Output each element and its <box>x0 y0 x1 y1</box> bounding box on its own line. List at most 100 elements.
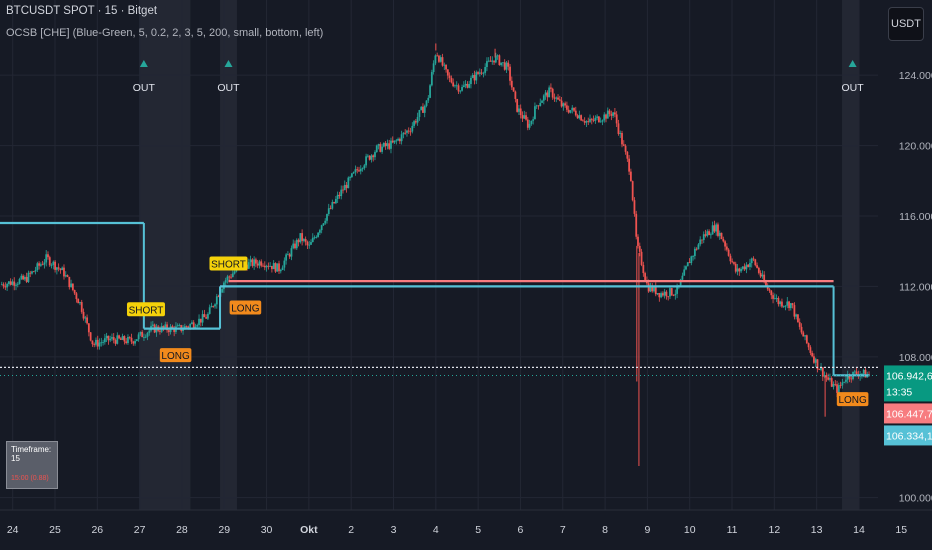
candle-body-408 <box>725 246 728 250</box>
candle-body-315 <box>560 100 563 107</box>
signal-label-box-4[interactable] <box>836 392 869 407</box>
candle-body-278 <box>494 55 497 63</box>
candle-body-115 <box>205 317 208 319</box>
candle-body-42 <box>75 293 78 300</box>
candle-body-200 <box>356 169 359 171</box>
x-tick-5: 29 <box>218 524 230 536</box>
candle-body-112 <box>199 318 202 323</box>
x-tick-14: 8 <box>602 524 608 536</box>
candle-body-319 <box>567 109 570 113</box>
candle-body-442 <box>786 301 789 306</box>
candle-body-274 <box>487 60 490 62</box>
candle-body-281 <box>500 62 503 66</box>
candle-body-212 <box>377 144 380 146</box>
candle-body-300 <box>534 106 536 120</box>
candle-body-400 <box>711 225 714 235</box>
candle-body-178 <box>317 232 320 237</box>
chart-title[interactable]: BTCUSDT SPOT · 15 · Bitget <box>6 5 158 17</box>
y-tick-0: 124.000,00 <box>899 70 932 82</box>
candle-body-445 <box>791 303 794 306</box>
candle-body-453 <box>805 335 808 344</box>
candle-body-297 <box>528 123 531 128</box>
candle-body-247 <box>439 57 442 62</box>
price-badge-1 <box>884 403 932 424</box>
candle-body-391 <box>695 248 698 250</box>
x-tick-19: 13 <box>811 524 823 536</box>
candle-body-71 <box>127 336 129 344</box>
candle-body-1 <box>2 284 5 287</box>
candle-body-63 <box>112 337 115 341</box>
candle-body-80 <box>143 336 145 338</box>
candle-body-231 <box>411 125 414 132</box>
candle-body-113 <box>201 314 204 323</box>
candle-body-54 <box>96 339 99 347</box>
signal-label-box-3[interactable] <box>229 300 262 315</box>
candle-body-44 <box>79 302 81 304</box>
candle-body-272 <box>484 67 487 73</box>
candle-body-67 <box>119 338 122 340</box>
candle-body-323 <box>574 110 577 116</box>
candle-body-7 <box>13 281 16 286</box>
candle-body-127 <box>226 276 229 281</box>
signal-label-box-0[interactable] <box>126 302 165 317</box>
x-tick-10: 4 <box>433 524 439 536</box>
candle-body-288 <box>512 87 515 92</box>
candle-body-423 <box>752 258 755 260</box>
ocsb-box-lines <box>0 221 878 377</box>
candle-body-8 <box>15 284 17 286</box>
signal-label-4[interactable]: LONG <box>838 395 867 406</box>
candle-body-367 <box>653 286 655 292</box>
candle-body-96 <box>171 326 174 328</box>
candle-body-351 <box>624 145 627 152</box>
candle-body-201 <box>358 170 360 172</box>
signal-label-2[interactable]: SHORT <box>211 260 246 271</box>
currency-button[interactable]: USDT <box>888 7 924 41</box>
candle-body-187 <box>333 202 336 204</box>
candle-body-179 <box>318 230 321 233</box>
out-label-1: OUT <box>217 82 240 94</box>
candle-body-277 <box>493 60 495 63</box>
signal-label-box-2[interactable] <box>209 256 248 271</box>
candle-body-176 <box>313 237 316 239</box>
candle-body-465 <box>827 377 830 380</box>
candle-body-468 <box>832 383 835 387</box>
candle-body-225 <box>400 134 403 142</box>
candle-body-10 <box>18 279 21 284</box>
candle-body-147 <box>262 265 264 267</box>
candle-body-218 <box>388 143 391 149</box>
candle-body-454 <box>807 343 810 348</box>
x-tick-17: 11 <box>727 524 738 536</box>
signal-label-1[interactable]: LONG <box>161 351 190 362</box>
candle-body-317 <box>564 103 567 106</box>
signal-label-3[interactable]: LONG <box>231 304 260 315</box>
timeframe-table: Timeframe: 15 15:00 (0.88) <box>6 441 58 489</box>
candle-body-111 <box>198 318 200 325</box>
candle-body-224 <box>398 138 401 142</box>
signal-label-box-1[interactable] <box>159 348 192 363</box>
candle-body-350 <box>622 144 625 146</box>
candle-body-333 <box>592 119 595 121</box>
candle-body-286 <box>509 66 511 81</box>
timeframe-value: 15:00 (0.88) <box>11 475 49 482</box>
candle-body-444 <box>789 303 792 309</box>
candle-body-428 <box>761 274 764 277</box>
candle-body-352 <box>626 151 629 159</box>
candle-body-46 <box>82 311 85 319</box>
candle-body-144 <box>256 263 259 266</box>
candle-body-191 <box>340 189 343 197</box>
candle-body-290 <box>516 98 519 112</box>
candle-body-171 <box>304 239 307 242</box>
candle-body-411 <box>731 261 734 263</box>
candle-body-418 <box>743 266 746 270</box>
candle-body-114 <box>203 314 206 318</box>
timeframe-label: Timeframe: 15 <box>11 445 52 463</box>
indicator-legend[interactable]: OCSB [CHE] (Blue-Green, 5, 0.2, 2, 3, 5,… <box>6 27 324 39</box>
candle-body-206 <box>366 155 369 157</box>
signal-label-0[interactable]: SHORT <box>129 305 164 316</box>
candle-body-382 <box>679 279 682 286</box>
candle-body-51 <box>91 340 94 345</box>
candle-body-342 <box>608 110 611 114</box>
candle-body-448 <box>797 314 799 323</box>
out-triangle-icon-1 <box>224 60 233 67</box>
